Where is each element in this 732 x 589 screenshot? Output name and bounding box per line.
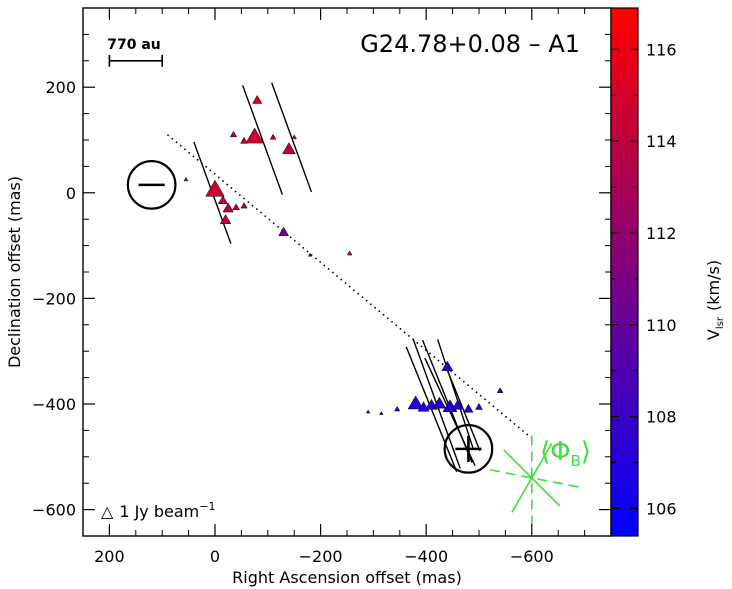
- maser-point: [219, 214, 232, 224]
- x-axis-title: Right Ascension offset (mas): [232, 568, 462, 587]
- maser-point: [222, 202, 234, 213]
- pa-label: ⟨ΦB⟩: [540, 437, 591, 470]
- colorbar-ticks: 116 114 112 110 108 106: [611, 40, 677, 518]
- colorbar-title-unit: (km/s): [704, 260, 723, 311]
- x-tick-label: 0: [210, 547, 220, 566]
- pa-label-close: ⟩: [581, 437, 591, 467]
- polarization-vector: [241, 85, 284, 195]
- maser-point: [183, 176, 189, 182]
- colorbar-tick-label: 106: [646, 499, 677, 518]
- pa-label-sub: B: [571, 452, 581, 470]
- maser-point: [407, 395, 424, 410]
- colorbar-gradient: [610, 7, 639, 537]
- scale-bar-label: 770 au: [107, 37, 161, 53]
- y-tick-label: −600: [32, 501, 76, 520]
- plot-title: G24.78+0.08 – A1: [360, 30, 580, 58]
- maser-point: [232, 203, 241, 211]
- colorbar-tick-label: 108: [646, 408, 677, 427]
- pa-label-open: ⟨: [540, 437, 550, 467]
- axis-ticks: 200 0 −200 −400 −600 200 0 −200 −400 −600: [32, 7, 612, 566]
- maser-point: [496, 387, 504, 393]
- colorbar-title-sub: lsr: [715, 316, 726, 329]
- maser-point: [463, 403, 474, 413]
- maser-points: [183, 94, 504, 415]
- colorbar-tick-label: 114: [646, 132, 677, 151]
- maser-point: [205, 179, 225, 197]
- intensity-legend-label: 1 Jy beam: [119, 502, 199, 521]
- maser-point: [441, 360, 454, 371]
- x-tick-label: −400: [404, 547, 448, 566]
- colorbar-tick-label: 116: [646, 40, 677, 59]
- colorbar-tick-label: 112: [646, 224, 677, 243]
- polarity-positive-marker: [443, 424, 494, 474]
- maser-point: [307, 252, 313, 257]
- x-tick-label: 200: [94, 547, 125, 566]
- intensity-legend: △ 1 Jy beam−1: [101, 500, 215, 521]
- y-tick-label: −400: [32, 395, 76, 414]
- colorbar-tick-label: 110: [646, 316, 677, 335]
- maser-point: [394, 405, 401, 412]
- maser-point: [240, 136, 248, 144]
- maser-point: [278, 226, 290, 236]
- maser-point: [217, 195, 228, 205]
- pa-cross-solid: [511, 443, 553, 513]
- polarity-negative-marker: [126, 160, 177, 210]
- scale-bar: 770 au: [107, 37, 163, 67]
- colorbar-title: Vlsr (km/s): [704, 260, 726, 340]
- maser-point: [269, 133, 277, 140]
- y-tick-label: 0: [66, 184, 76, 203]
- colorbar-title-v: V: [704, 329, 723, 340]
- intensity-legend-sup: −1: [199, 500, 215, 513]
- maser-point: [282, 142, 296, 154]
- x-tick-label: −200: [299, 547, 343, 566]
- maser-point: [379, 411, 384, 415]
- intensity-legend-symbol: △: [101, 502, 114, 521]
- magnetic-field-pa-cross: [485, 430, 579, 526]
- maser-point: [365, 409, 371, 414]
- y-axis-title: Declination offset (mas): [5, 176, 24, 368]
- maser-point: [291, 134, 297, 140]
- maser-point: [475, 402, 483, 410]
- polarization-vector: [271, 82, 313, 193]
- colorbar: 116 114 112 110 108 106 Vlsr (km/s): [610, 7, 726, 537]
- maser-point: [432, 396, 447, 409]
- maser-point: [346, 250, 353, 256]
- maser-point: [252, 94, 263, 104]
- maser-point: [245, 127, 264, 144]
- polarization-vectors: [193, 82, 481, 472]
- y-tick-label: −200: [32, 289, 76, 308]
- maser-point: [451, 399, 464, 410]
- maser-point: [240, 202, 248, 209]
- pa-label-symbol: Φ: [550, 437, 570, 467]
- polarization-vector: [437, 339, 474, 448]
- y-tick-label: 200: [45, 78, 76, 97]
- outflow-axis-line: [166, 134, 533, 439]
- x-tick-label: −600: [510, 547, 554, 566]
- maser-point: [229, 130, 238, 138]
- plot-area: 770 au G24.78+0.08 – A1 ⟨ΦB⟩ △ 1 Jy beam−…: [32, 7, 612, 566]
